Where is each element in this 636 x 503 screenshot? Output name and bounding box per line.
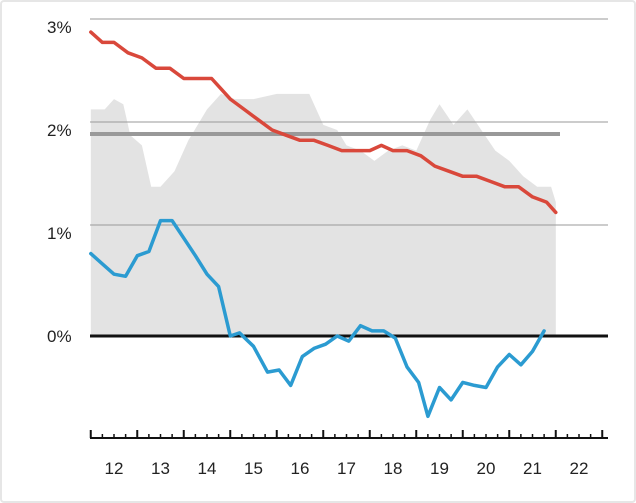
series-line-1 [89,30,558,215]
x-tick-label: 13 [151,459,170,478]
x-tick-label: 16 [291,459,310,478]
area-band [90,93,556,337]
y-tick-label: 3% [47,18,72,37]
y-tick-label: 1% [47,224,72,243]
x-tick-label: 21 [523,459,542,478]
x-tick-label: 18 [384,459,403,478]
y-tick-label: 0% [47,327,72,346]
x-tick-label: 20 [477,459,496,478]
x-tick-label: 14 [198,459,217,478]
x-tick-label: 19 [430,459,449,478]
x-tick-label: 15 [244,459,263,478]
x-tick-label: 12 [105,459,124,478]
series-line-2 [89,218,546,419]
y-tick-label: 2% [47,121,72,140]
x-tick-label: 17 [337,459,356,478]
x-tick-label: 22 [570,459,589,478]
